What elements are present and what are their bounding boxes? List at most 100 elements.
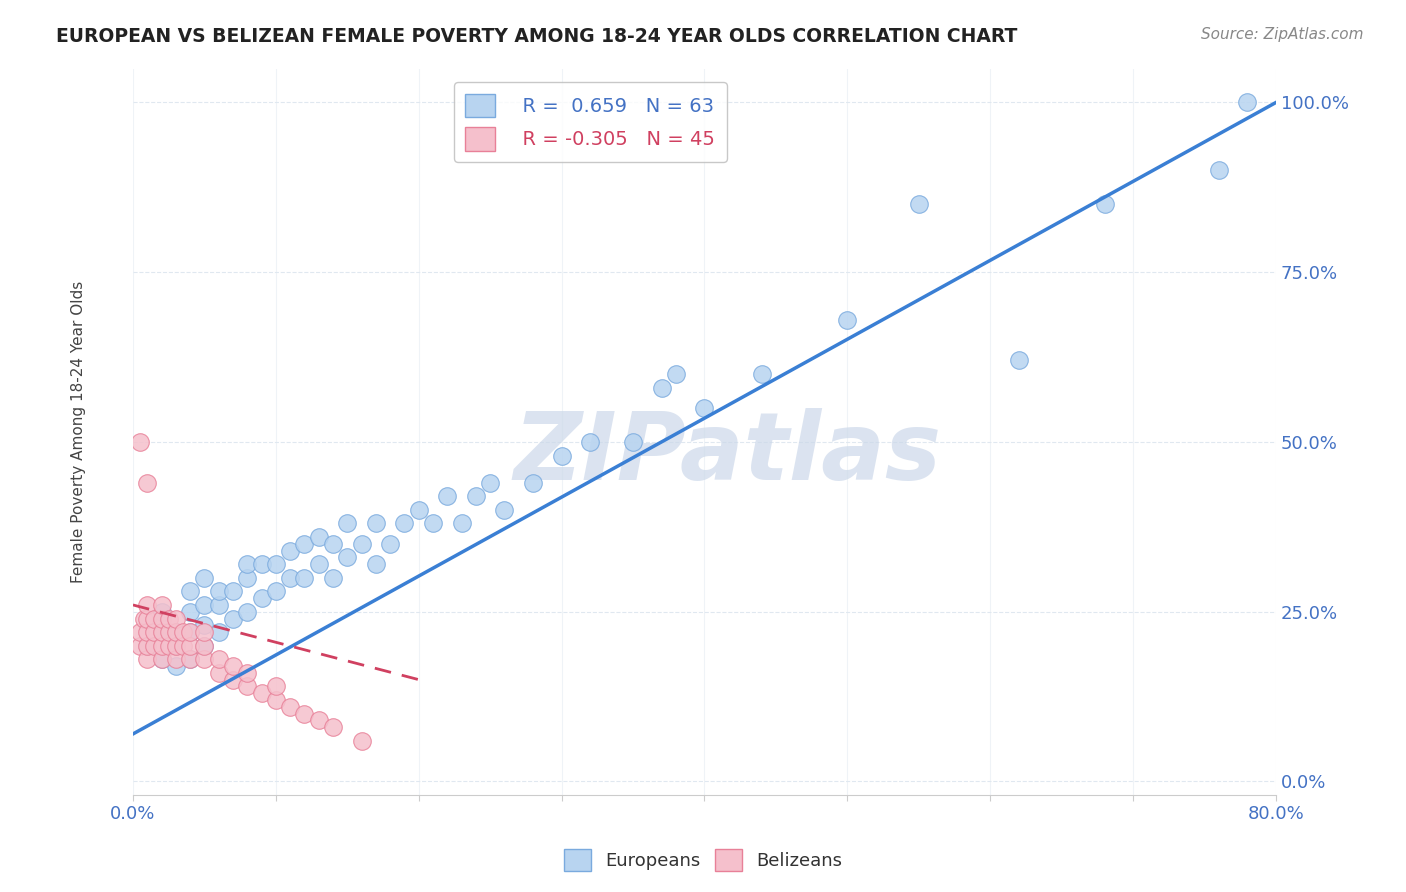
Point [693,401,716,415]
Point [143,625,166,640]
Point [621,434,644,449]
Point [264,693,287,707]
Point [165,625,187,640]
Point [464,489,486,503]
Point [165,659,187,673]
Point [136,639,159,653]
Text: Source: ZipAtlas.com: Source: ZipAtlas.com [1201,27,1364,42]
Point [222,611,245,625]
Point [150,598,173,612]
Point [129,639,152,653]
Point [150,605,173,619]
Point [1236,95,1258,110]
Point [150,625,173,640]
Point [136,598,159,612]
Point [336,550,359,565]
Point [136,611,159,625]
Point [665,367,688,381]
Point [364,516,387,531]
Point [322,571,344,585]
Point [294,706,316,721]
Point [222,659,245,673]
Point [157,639,180,653]
Point [222,584,245,599]
Y-axis label: Female Poverty Among 18-24 Year Olds: Female Poverty Among 18-24 Year Olds [72,281,86,582]
Point [165,639,187,653]
Point [322,720,344,734]
Point [150,652,173,666]
Text: EUROPEAN VS BELIZEAN FEMALE POVERTY AMONG 18-24 YEAR OLDS CORRELATION CHART: EUROPEAN VS BELIZEAN FEMALE POVERTY AMON… [56,27,1018,45]
Point [193,625,215,640]
Point [136,475,159,490]
Point [136,639,159,653]
Point [1094,197,1116,211]
Point [208,625,231,640]
Legend:   R =  0.659   N = 63,   R = -0.305   N = 45: R = 0.659 N = 63, R = -0.305 N = 45 [454,82,727,162]
Point [179,652,201,666]
Point [143,611,166,625]
Point [208,598,231,612]
Point [136,625,159,640]
Point [278,699,301,714]
Point [165,611,187,625]
Point [129,434,152,449]
Point [1008,353,1031,368]
Point [550,449,572,463]
Point [264,558,287,572]
Point [579,434,602,449]
Point [522,475,544,490]
Point [157,625,180,640]
Point [308,558,330,572]
Point [1208,163,1230,178]
Point [179,625,201,640]
Point [236,680,259,694]
Point [236,571,259,585]
Point [264,584,287,599]
Point [222,673,245,687]
Point [193,639,215,653]
Point [150,639,173,653]
Point [394,516,416,531]
Point [294,537,316,551]
Point [136,652,159,666]
Point [179,652,201,666]
Point [494,503,516,517]
Point [837,312,859,326]
Point [264,680,287,694]
Point [208,584,231,599]
Point [172,625,194,640]
Point [364,558,387,572]
Point [236,558,259,572]
Point [157,611,180,625]
Point [751,367,773,381]
Point [150,611,173,625]
Point [450,516,472,531]
Point [350,733,373,747]
Point [179,639,201,653]
Point [294,571,316,585]
Point [308,530,330,544]
Point [193,618,215,632]
Point [143,639,166,653]
Point [150,652,173,666]
Point [436,489,458,503]
Point [150,625,173,640]
Point [278,571,301,585]
Point [165,652,187,666]
Point [378,537,401,551]
Point [422,516,444,531]
Point [165,625,187,640]
Point [651,381,673,395]
Point [193,571,215,585]
Point [134,611,156,625]
Point [193,598,215,612]
Point [250,558,273,572]
Point [236,605,259,619]
Point [208,652,231,666]
Point [308,714,330,728]
Point [179,605,201,619]
Point [350,537,373,551]
Text: ZIPatlas: ZIPatlas [513,408,942,500]
Legend: Europeans, Belizeans: Europeans, Belizeans [557,842,849,879]
Point [179,625,201,640]
